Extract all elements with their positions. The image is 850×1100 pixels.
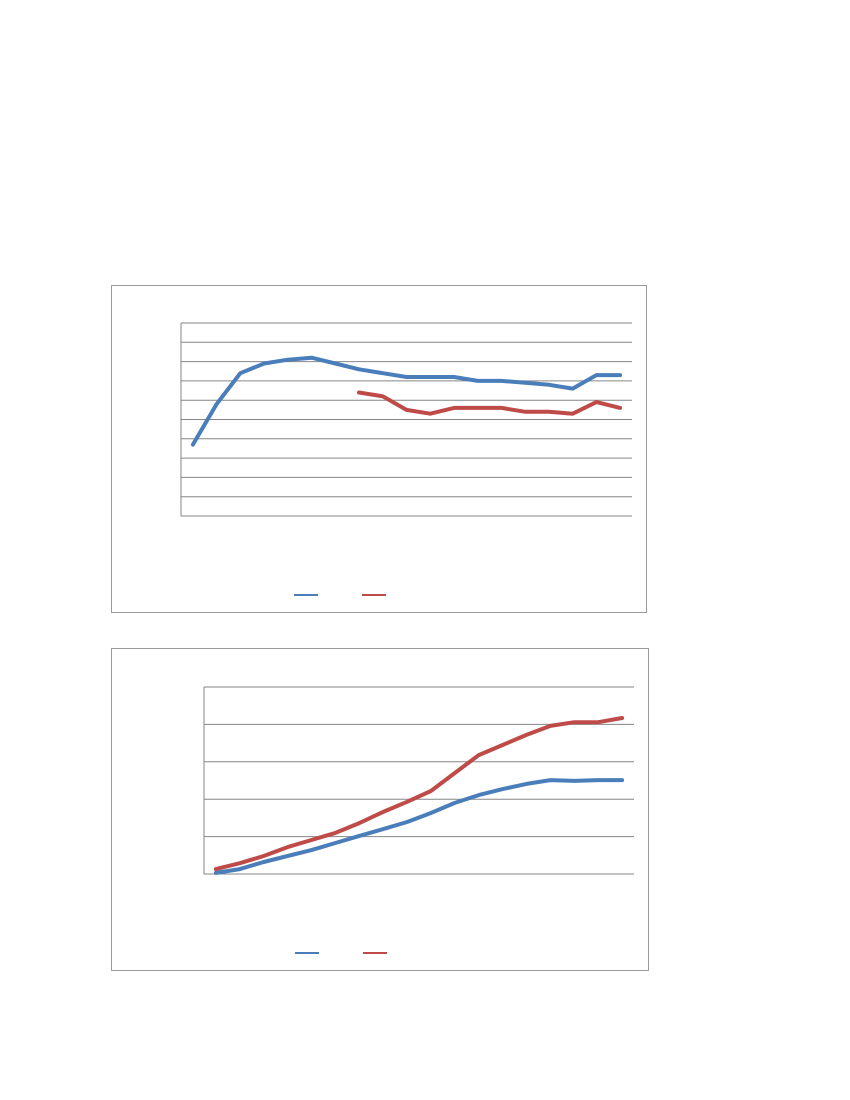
chart-frame (111, 285, 647, 613)
data-line (213, 716, 625, 872)
data-line (190, 355, 623, 447)
chart-frame (111, 648, 649, 971)
data-line (357, 390, 623, 416)
data-line (213, 778, 625, 875)
